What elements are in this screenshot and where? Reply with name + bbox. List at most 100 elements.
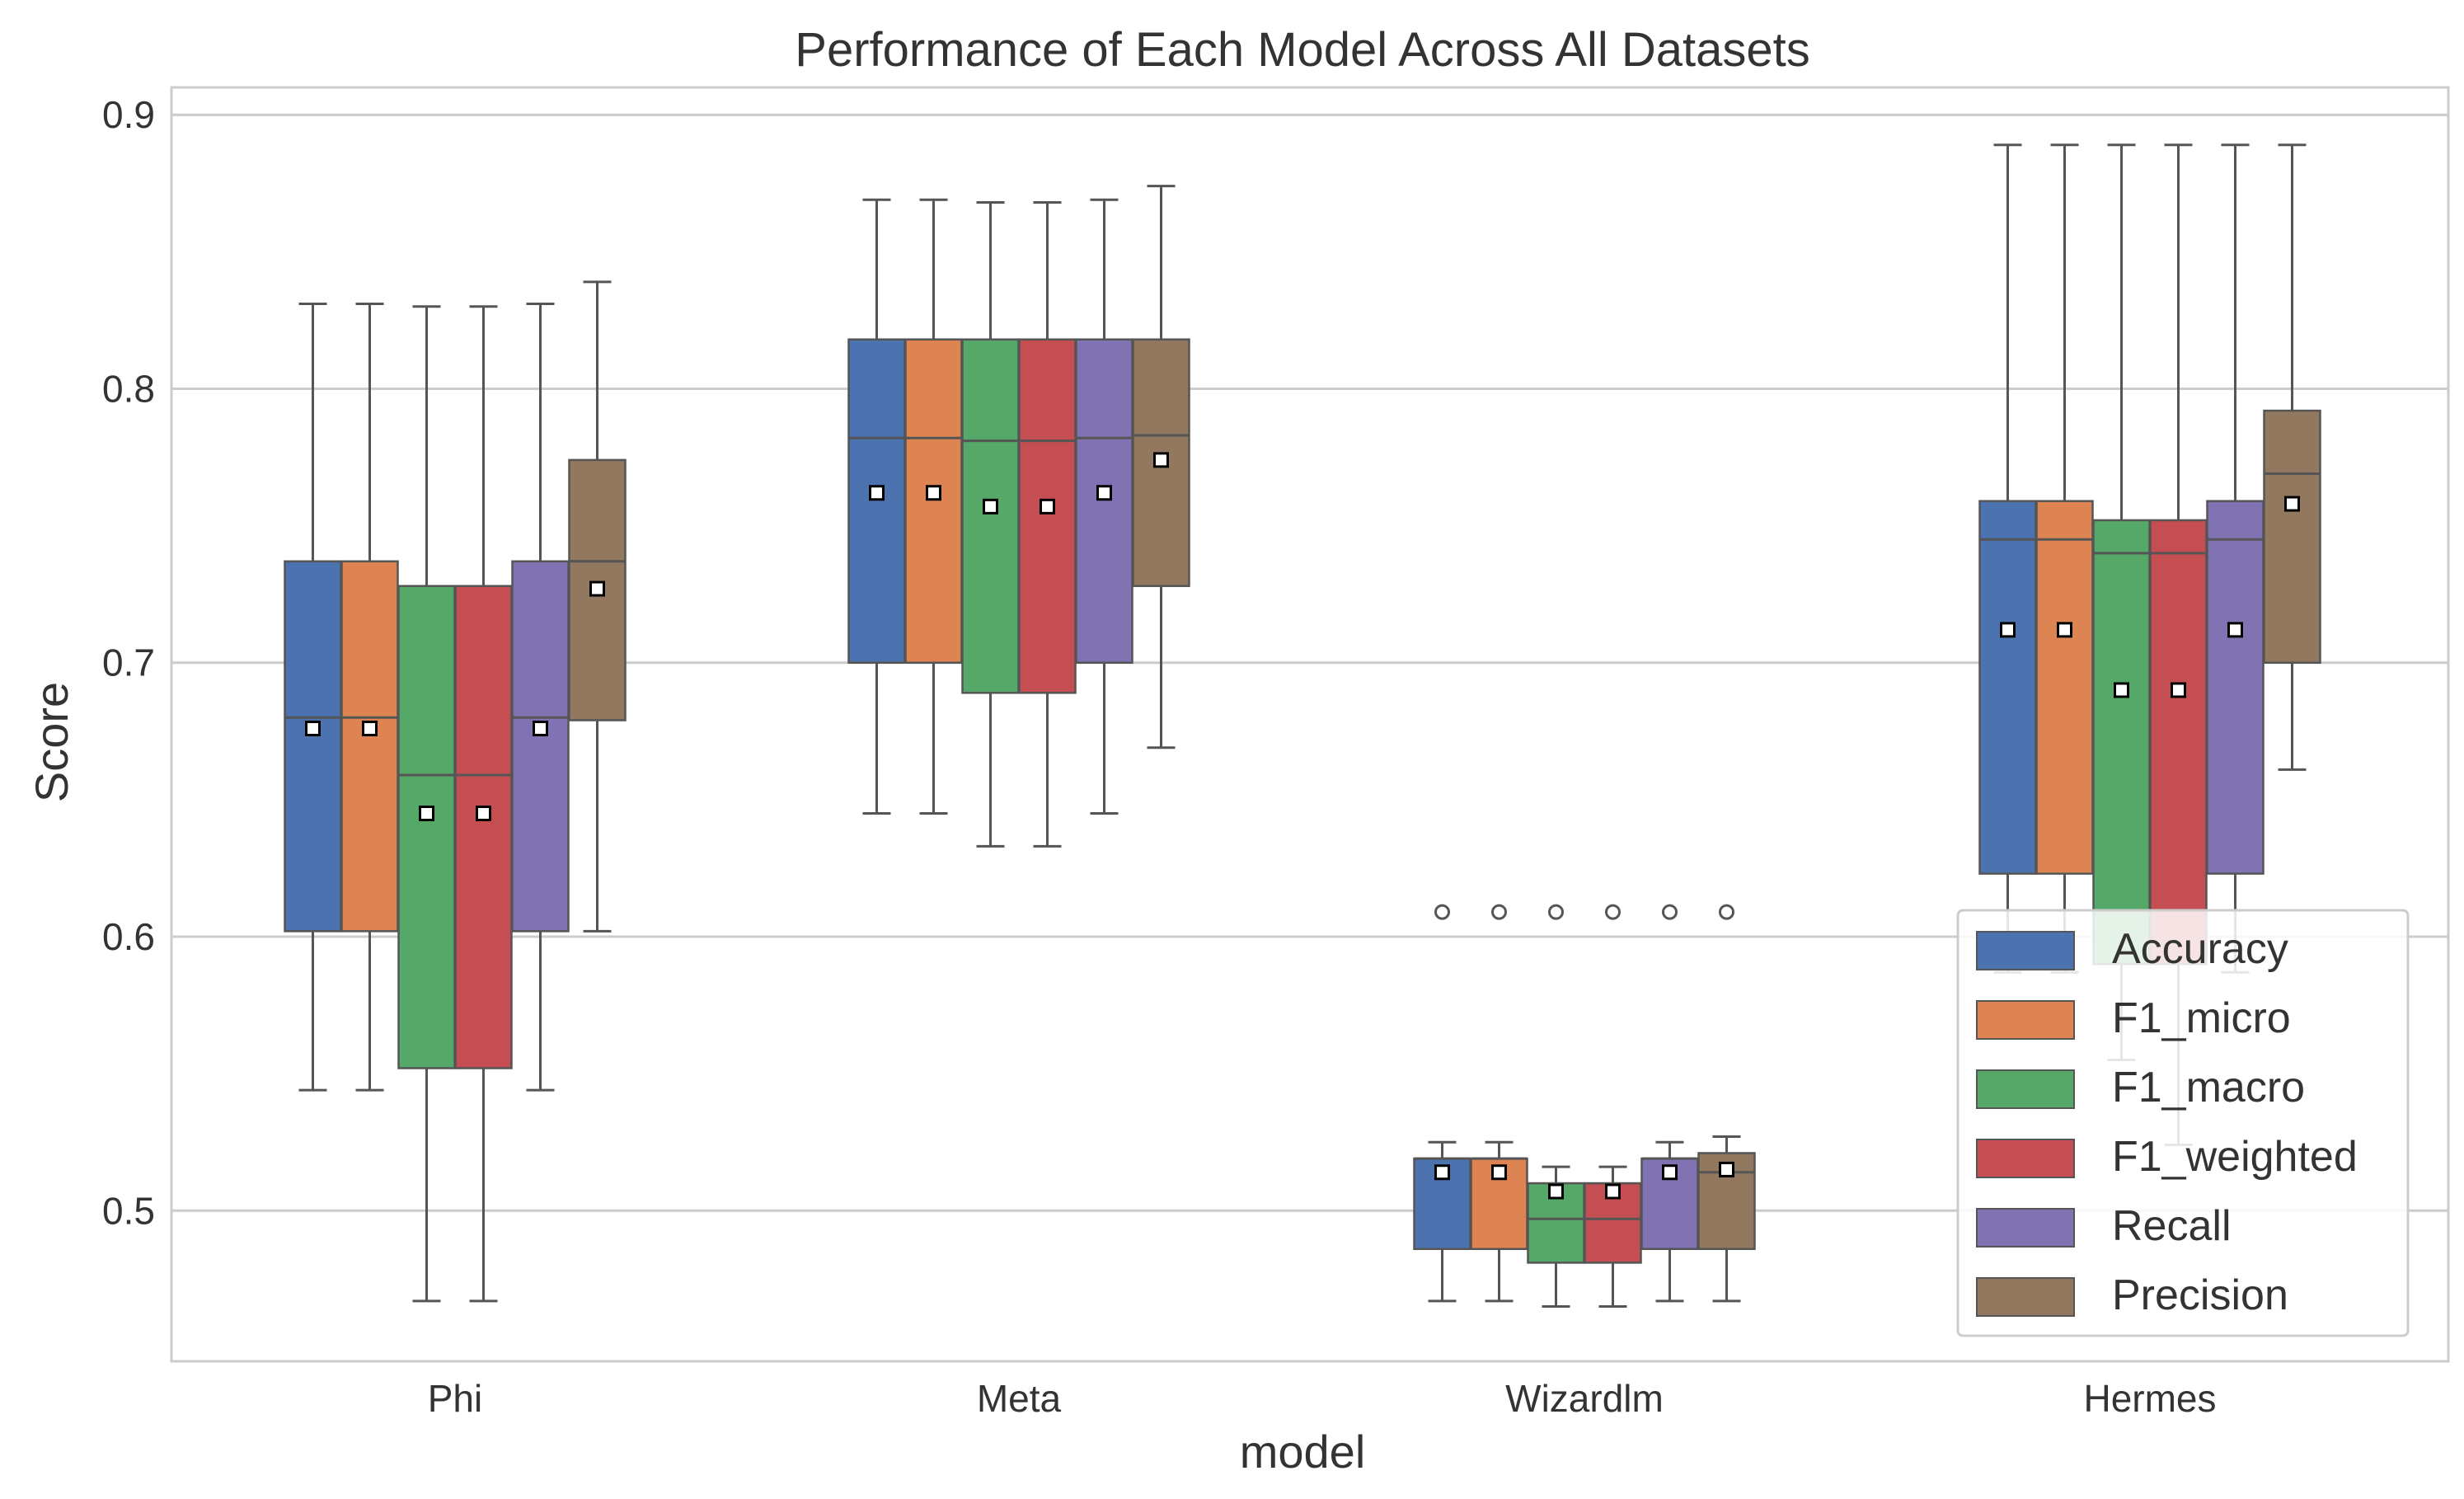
legend-label-f1_weighted: F1_weighted [2112, 1133, 2358, 1181]
box-f1_micro-phi [340, 302, 399, 1092]
outlier-point [1548, 904, 1564, 920]
mean-marker [1040, 498, 1055, 515]
mean-marker [1662, 1164, 1678, 1181]
mean-marker [589, 580, 605, 597]
mean-marker [983, 498, 998, 515]
mean-marker [533, 720, 548, 736]
mean-marker [305, 720, 321, 736]
legend-swatch-f1_micro [1976, 1000, 2075, 1040]
legend-label-precision: Precision [2112, 1271, 2288, 1319]
mean-marker [926, 485, 941, 501]
outlier-point [1434, 904, 1450, 920]
legend-swatch-f1_weighted [1976, 1139, 2075, 1178]
iqr-box [1018, 338, 1077, 694]
legend-label-accuracy: Accuracy [2112, 925, 2288, 973]
iqr-box [2263, 409, 2321, 664]
mean-marker [1153, 452, 1169, 468]
legend-label-f1_micro: F1_micro [2112, 994, 2291, 1042]
box-accuracy-meta [847, 198, 906, 815]
box-layer [284, 143, 2321, 1309]
mean-marker [419, 805, 434, 821]
iqr-box [904, 338, 963, 664]
y-tick-label: 0.6 [102, 915, 155, 958]
box-precision-meta [1132, 185, 1190, 750]
x-tick-label: Meta [977, 1377, 1062, 1420]
mean-marker [476, 805, 491, 821]
box-f1_macro-wizardlm [1527, 904, 1585, 1309]
box-recall-phi [511, 302, 570, 1092]
box-f1_weighted-wizardlm [1584, 904, 1642, 1309]
mean-marker [2000, 622, 2016, 638]
mean-marker [1096, 485, 1112, 501]
box-accuracy-wizardlm [1413, 904, 1471, 1303]
mean-marker [362, 720, 378, 736]
outlier-point [1605, 904, 1621, 920]
box-f1_micro-wizardlm [1470, 904, 1528, 1303]
iqr-box [1075, 338, 1133, 664]
x-tick-label: Wizardlm [1505, 1377, 1664, 1420]
mean-marker [1434, 1164, 1450, 1181]
box-f1_macro-phi [397, 305, 456, 1303]
outlier-point [1719, 904, 1734, 920]
mean-marker [1605, 1183, 1621, 1200]
box-precision-wizardlm [1697, 904, 1756, 1303]
iqr-box [2035, 500, 2094, 875]
x-axis-label: model [1240, 1426, 1366, 1478]
iqr-box [284, 560, 342, 933]
mean-marker [2057, 622, 2072, 638]
y-tick-label: 0.9 [102, 93, 155, 136]
mean-marker [2284, 496, 2300, 512]
box-recall-hermes [2206, 143, 2265, 974]
y-tick-label: 0.8 [102, 367, 155, 410]
legend-label-recall: Recall [2112, 1202, 2232, 1250]
box-f1_micro-hermes [2035, 143, 2094, 974]
box-recall-wizardlm [1640, 904, 1699, 1303]
mean-marker [1719, 1161, 1734, 1177]
box-accuracy-phi [284, 302, 342, 1092]
x-tick-label: Phi [428, 1377, 482, 1420]
mean-marker [2227, 622, 2243, 638]
box-f1_macro-hermes [2092, 143, 2151, 1062]
iqr-box [511, 560, 570, 933]
box-f1_weighted-meta [1018, 201, 1077, 848]
mean-marker [2114, 682, 2129, 698]
box-f1_weighted-phi [454, 305, 513, 1303]
legend-label-f1_macro: F1_macro [2112, 1064, 2305, 1111]
box-recall-meta [1075, 198, 1133, 815]
box-f1_weighted-hermes [2149, 143, 2208, 1147]
legend-swatch-precision [1976, 1277, 2075, 1317]
chart-title: Performance of Each Model Across All Dat… [795, 23, 1809, 77]
iqr-box [454, 585, 513, 1069]
iqr-box [397, 585, 456, 1069]
iqr-box [2206, 500, 2265, 875]
x-tick-labels: Phi Meta Wizardlm Hermes [428, 1377, 2217, 1420]
iqr-box [847, 338, 906, 664]
plot-area-frame [170, 86, 2450, 1363]
legend: Accuracy F1_micro F1_macro F1_weighted Recal… [1956, 909, 2410, 1337]
box-f1_micro-meta [904, 198, 963, 815]
mean-marker [2171, 682, 2186, 698]
iqr-box [340, 560, 399, 933]
legend-swatch-recall [1976, 1208, 2075, 1248]
box-precision-phi [568, 280, 627, 933]
iqr-box [961, 338, 1020, 694]
x-tick-label: Hermes [2083, 1377, 2216, 1420]
iqr-box [2149, 519, 2208, 966]
mean-marker [1548, 1183, 1564, 1200]
outlier-point [1662, 904, 1678, 920]
outlier-point [1491, 904, 1507, 920]
iqr-box [1978, 500, 2037, 875]
mean-marker [1491, 1164, 1507, 1181]
y-axis-label: Score [26, 682, 77, 802]
legend-swatch-accuracy [1976, 931, 2075, 970]
mean-marker [869, 485, 885, 501]
box-f1_macro-meta [961, 201, 1020, 848]
y-tick-labels: 0.5 0.6 0.7 0.8 0.9 [102, 93, 155, 1232]
legend-swatch-f1_macro [1976, 1069, 2075, 1109]
iqr-box [2092, 519, 2151, 966]
y-tick-label: 0.5 [102, 1189, 155, 1232]
box-accuracy-hermes [1978, 143, 2037, 974]
y-tick-label: 0.7 [102, 641, 155, 684]
box-precision-hermes [2263, 143, 2321, 771]
